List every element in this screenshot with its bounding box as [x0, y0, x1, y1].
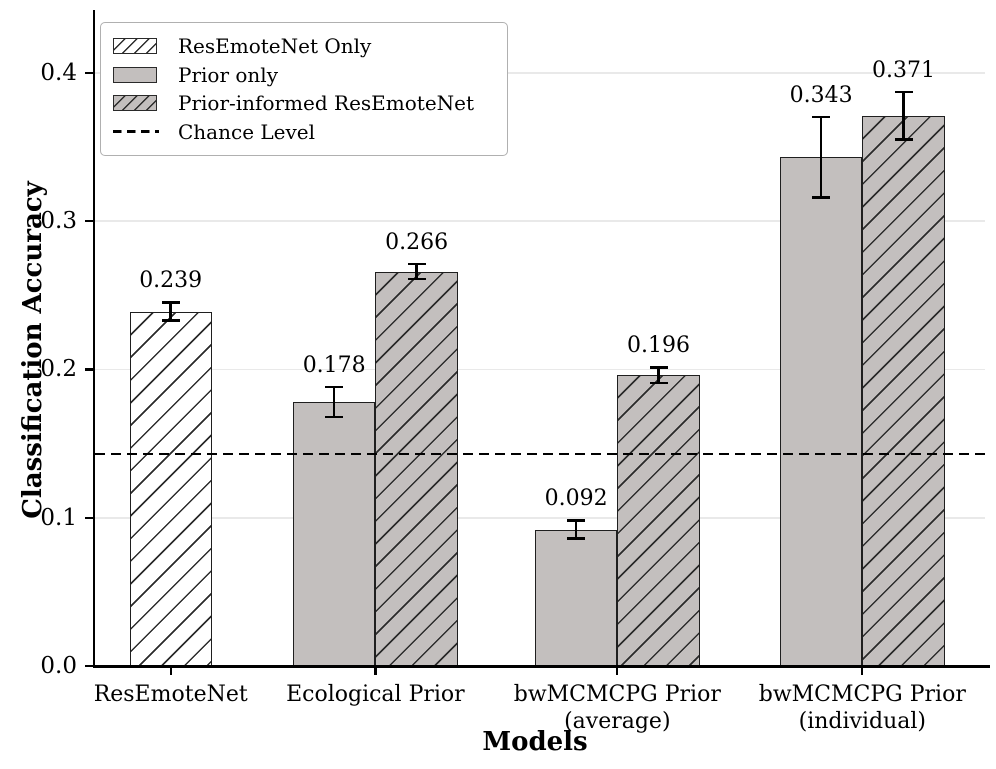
error-bar-line — [332, 385, 336, 419]
bar-value-label: 0.343 — [789, 82, 853, 108]
x-category-label-line: ResEmoteNet — [93, 682, 248, 707]
x-tick-1 — [374, 666, 377, 675]
y-axis-spine — [92, 10, 95, 668]
bar-value-label: 0.266 — [385, 229, 449, 255]
y-tick-label-0.4: 0.4 — [40, 59, 77, 86]
bar-value-label: 0.196 — [627, 333, 690, 359]
legend-label: Chance Level — [178, 119, 316, 144]
x-axis-spine — [92, 665, 990, 669]
y-tick-label-0.0: 0.0 — [40, 653, 77, 679]
y-tick-0.1 — [84, 516, 93, 519]
legend-label: Prior-informed ResEmoteNet — [178, 91, 475, 116]
error-bar-cap-top — [894, 90, 913, 94]
bar-value-label: 0.239 — [139, 268, 203, 294]
x-category-label-1: Ecological Prior — [215, 681, 535, 708]
x-tick-0 — [169, 666, 172, 675]
error-bar-cap-top — [161, 301, 180, 304]
bar-value-label: 0.178 — [302, 352, 366, 378]
x-category-label-line: Ecological Prior — [286, 682, 465, 707]
error-bar-line — [657, 366, 660, 385]
bar-series1-cat1 — [293, 402, 376, 666]
error-bar-cap-bottom — [894, 138, 913, 142]
error-bar-series0-cat0 — [161, 301, 180, 322]
y-axis-title: Classification Accuracy — [18, 181, 48, 519]
legend: ResEmoteNet Only Prior only Prior-inform… — [100, 22, 508, 156]
error-bar-cap-top — [325, 385, 344, 389]
error-bar-cap-top — [567, 519, 586, 522]
chance-level-line — [95, 452, 985, 456]
error-bar-cap-top — [812, 115, 831, 119]
bar-value-label: 0.092 — [544, 486, 608, 512]
error-bar-cap-top — [407, 262, 426, 266]
legend-item-prior-informed: Prior-informed ResEmoteNet — [113, 89, 495, 117]
bar-series1-cat2 — [534, 529, 618, 666]
x-category-label-2: bwMCMCPG Prior (average) — [457, 681, 777, 735]
error-bar-series1-cat3 — [812, 115, 831, 199]
x-tick-2 — [616, 666, 619, 675]
x-axis-title: Models — [482, 727, 588, 757]
error-bar-cap-bottom — [567, 537, 586, 540]
gridline-0.2 — [95, 368, 985, 371]
error-bar-line — [169, 301, 172, 322]
error-bar-cap-bottom — [407, 277, 426, 281]
legend-swatch-hatched-white — [113, 38, 157, 54]
error-bar-cap-bottom — [325, 415, 344, 419]
y-tick-0.4 — [84, 71, 93, 75]
x-category-label-line: bwMCMCPG Prior — [513, 682, 721, 707]
error-bar-series1-cat2 — [567, 519, 586, 540]
y-tick-label-0.3: 0.3 — [40, 208, 77, 235]
y-tick-0.3 — [84, 219, 93, 223]
error-bar-cap-bottom — [161, 319, 180, 322]
bar-series0-cat0 — [129, 311, 212, 666]
x-tick-3 — [861, 666, 864, 675]
legend-label: ResEmoteNet Only — [178, 34, 372, 58]
error-bar-line — [902, 90, 905, 142]
x-category-label-3: bwMCMCPG Prior (individual) — [702, 681, 996, 735]
gridline-0.1 — [95, 516, 985, 519]
y-tick-label-0.1: 0.1 — [40, 504, 77, 531]
error-bar-series2-cat3 — [894, 90, 913, 142]
gridline-0.4 — [95, 72, 985, 74]
bar-series1-cat3 — [779, 157, 863, 666]
error-bar-line — [574, 519, 578, 540]
error-bar-line — [415, 262, 418, 281]
gridline-0.3 — [95, 220, 985, 222]
legend-item-prior-only: Prior only — [113, 61, 495, 89]
error-bar-cap-bottom — [649, 381, 668, 385]
bar-series2-cat3 — [862, 115, 945, 666]
x-category-label-0: ResEmoteNet — [11, 681, 331, 708]
error-bar-line — [819, 115, 823, 199]
error-bar-series2-cat2 — [649, 366, 668, 385]
bar-series2-cat2 — [617, 375, 700, 666]
legend-item-resemotenet-only: ResEmoteNet Only — [113, 32, 495, 60]
error-bar-series2-cat1 — [407, 262, 426, 281]
bar-series2-cat1 — [375, 271, 458, 666]
error-bar-series1-cat1 — [325, 385, 344, 419]
plot-area: 0.239 0.178 0.092 0.343 0.266 0.196 0.371 0.0 0.… — [40, 10, 990, 734]
x-category-label-line: (average) — [564, 709, 671, 734]
y-tick-0.0 — [84, 664, 93, 668]
legend-label: Prior only — [178, 62, 278, 87]
x-category-label-line: bwMCMCPG Prior — [758, 682, 966, 707]
bar-value-label: 0.371 — [872, 57, 935, 83]
legend-item-chance-level: Chance Level — [113, 118, 495, 146]
legend-swatch-hatched-gray — [113, 95, 157, 112]
y-tick-label-0.2: 0.2 — [40, 356, 77, 383]
legend-swatch-solid-gray — [113, 66, 157, 83]
legend-swatch-dashed-line — [113, 130, 159, 134]
x-category-label-line: (individual) — [798, 709, 926, 734]
error-bar-cap-bottom — [812, 196, 831, 199]
error-bar-cap-top — [649, 366, 668, 370]
y-tick-0.2 — [84, 368, 93, 371]
